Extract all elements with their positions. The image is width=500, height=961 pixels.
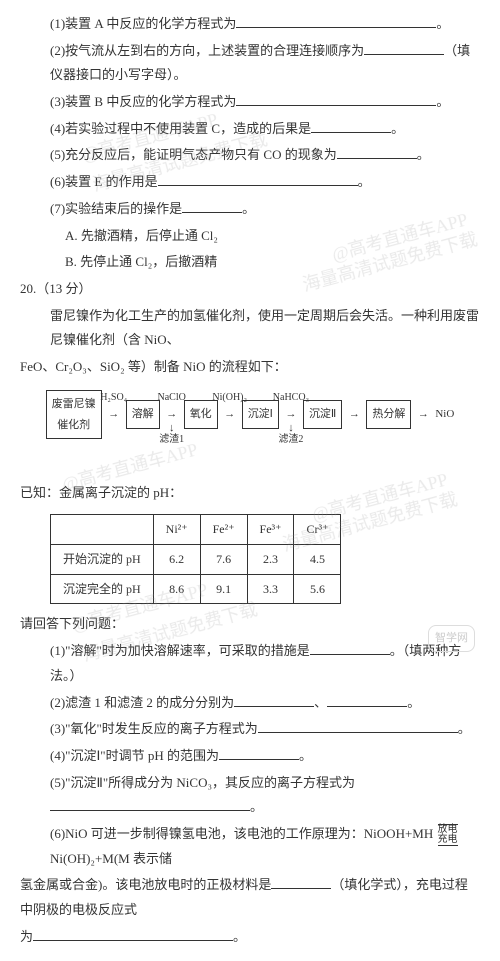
- option-a: A. 先撤酒精，后停止通 Cl₂: [20, 224, 480, 249]
- footer-logo: 智学网: [428, 625, 475, 652]
- sub-item: (6)装置 E 的作用是。: [20, 170, 480, 195]
- sub-item: (1)装置 A 中反应的化学方程式为。: [20, 12, 480, 37]
- table-cell: 7.6: [200, 544, 247, 574]
- ph-table: Ni²⁺ Fe²⁺ Fe³⁺ Cr³⁺ 开始沉淀的 pH 6.2 7.6 2.3…: [50, 514, 341, 604]
- intro-text: 雷尼镍作为化工生产的加氢催化剂，使用一定周期后会失活。一种利用废雷尼镍催化剂（含…: [20, 304, 480, 353]
- sub-item: (3)"氧化"时发生反应的离子方程式为。: [20, 717, 480, 742]
- table-cell: Fe²⁺: [200, 515, 247, 545]
- sub-item: (5)充分反应后，能证明气态产物只有 CO 的现象为。: [20, 143, 480, 168]
- flow-arrow: →: [342, 404, 366, 425]
- table-row: 开始沉淀的 pH 6.2 7.6 2.3 4.5: [51, 544, 341, 574]
- question-20: 20.（13 分） 雷尼镍作为化工生产的加氢催化剂，使用一定周期后会失活。一种利…: [20, 277, 480, 950]
- flow-node-end: NiO: [435, 404, 454, 425]
- flowchart: 废雷尼镍 催化剂 H₂SO₄→ 溶解 NaClO→ ↓ 滤渣1 氧化 Ni(OH…: [20, 390, 480, 440]
- flow-node-start: 废雷尼镍 催化剂: [46, 390, 102, 440]
- table-row: Ni²⁺ Fe²⁺ Fe³⁺ Cr³⁺: [51, 515, 341, 545]
- question-number: 20.（13 分）: [20, 277, 480, 302]
- table-cell: Ni²⁺: [153, 515, 200, 545]
- sub-item: (6)NiO 可进一步制得镍氢电池，该电池的工作原理为：NiOOH+MH 放电 …: [20, 822, 480, 871]
- flow-node: 热分解: [366, 400, 411, 429]
- table-row: 沉淀完全的 pH 8.6 9.1 3.3 5.6: [51, 574, 341, 604]
- table-cell: Fe³⁺: [247, 515, 294, 545]
- flow-arrow: NaClO→ ↓ 滤渣1: [160, 404, 184, 425]
- sub-item: (2)按气流从左到右的方向，上述装置的合理连接顺序为（填仪器接口的小写字母）。: [20, 39, 480, 88]
- table-caption: 已知：金属离子沉淀的 pH：: [20, 481, 480, 506]
- question-1: (1)装置 A 中反应的化学方程式为。 (2)按气流从左到右的方向，上述装置的合…: [20, 12, 480, 275]
- table-cell: Cr³⁺: [294, 515, 341, 545]
- table-cell: 开始沉淀的 pH: [51, 544, 154, 574]
- flow-node: 溶解: [126, 400, 160, 429]
- sub-prompt: 请回答下列问题：: [20, 612, 480, 637]
- table-cell: 8.6: [153, 574, 200, 604]
- table-cell: 沉淀完全的 pH: [51, 574, 154, 604]
- sub-item: 为。: [20, 925, 480, 950]
- sub-item: (2)滤渣 1 和滤渣 2 的成分分别为、。: [20, 691, 480, 716]
- sub-item: (3)装置 B 中反应的化学方程式为。: [20, 90, 480, 115]
- flow-arrow: NaHCO₃→ ↓ 滤渣2: [279, 404, 303, 425]
- table-cell: 6.2: [153, 544, 200, 574]
- flow-arrow: →: [411, 404, 435, 425]
- table-cell: 4.5: [294, 544, 341, 574]
- sub-item: (4)若实验过程中不使用装置 C，造成的后果是。: [20, 117, 480, 142]
- table-cell: [51, 515, 154, 545]
- flow-arrow: H₂SO₄→: [102, 404, 126, 425]
- intro-text: FeO、Cr₂O₃、SiO₂ 等）制备 NiO 的流程如下：: [20, 355, 480, 380]
- flow-arrow: Ni(OH)₂→: [218, 404, 242, 425]
- sub-item: (1)"溶解"时为加快溶解速率，可采取的措施是。（填两种方法。）: [20, 639, 480, 688]
- table-cell: 2.3: [247, 544, 294, 574]
- sub-item: 氢金属或合金)。该电池放电时的正极材料是（填化学式），充电过程中阴极的电极反应式: [20, 873, 480, 922]
- option-b: B. 先停止通 Cl₂，后撤酒精: [20, 250, 480, 275]
- sub-item: (5)"沉淀Ⅱ"所得成分为 NiCO₃，其反应的离子方程式为。: [20, 771, 480, 820]
- table-cell: 9.1: [200, 574, 247, 604]
- sub-item: (4)"沉淀Ⅰ"时调节 pH 的范围为。: [20, 744, 480, 769]
- table-cell: 5.6: [294, 574, 341, 604]
- sub-item: (7)实验结束后的操作是。: [20, 197, 480, 222]
- table-cell: 3.3: [247, 574, 294, 604]
